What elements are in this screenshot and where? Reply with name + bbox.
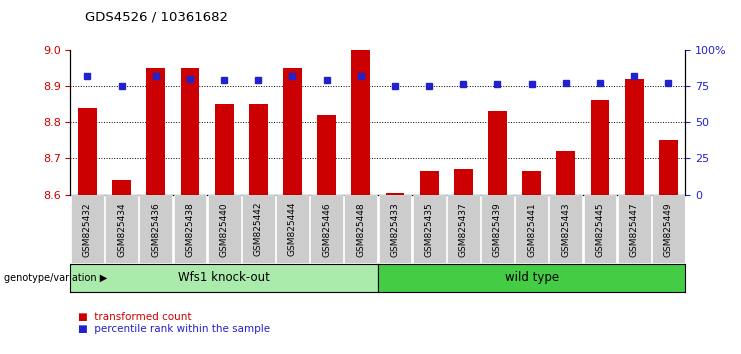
Text: GSM825443: GSM825443 [562, 202, 571, 257]
FancyBboxPatch shape [207, 195, 241, 263]
FancyBboxPatch shape [173, 195, 207, 263]
Bar [385, 193, 405, 195]
Text: GSM825437: GSM825437 [459, 202, 468, 257]
FancyBboxPatch shape [345, 195, 377, 263]
Bar [454, 169, 473, 195]
Text: GSM825449: GSM825449 [664, 202, 673, 257]
Bar [215, 104, 233, 195]
Text: ■  transformed count: ■ transformed count [78, 312, 191, 322]
FancyBboxPatch shape [515, 195, 548, 263]
Bar [249, 104, 268, 195]
Text: GSM825445: GSM825445 [596, 202, 605, 257]
FancyBboxPatch shape [413, 195, 445, 263]
Text: GSM825434: GSM825434 [117, 202, 126, 257]
Bar [625, 79, 644, 195]
FancyBboxPatch shape [549, 195, 582, 263]
FancyBboxPatch shape [618, 195, 651, 263]
Text: GSM825436: GSM825436 [151, 202, 160, 257]
Bar [522, 171, 541, 195]
FancyBboxPatch shape [379, 195, 411, 263]
Bar [147, 68, 165, 195]
FancyBboxPatch shape [447, 195, 479, 263]
Bar [419, 171, 439, 195]
Bar [112, 180, 131, 195]
Text: GSM825447: GSM825447 [630, 202, 639, 257]
Text: GDS4526 / 10361682: GDS4526 / 10361682 [85, 11, 228, 24]
Bar [351, 50, 370, 195]
FancyBboxPatch shape [139, 195, 172, 263]
Text: GSM825433: GSM825433 [391, 202, 399, 257]
Bar [317, 115, 336, 195]
Text: GSM825439: GSM825439 [493, 202, 502, 257]
Bar [283, 68, 302, 195]
Text: GSM825441: GSM825441 [527, 202, 536, 257]
Text: ■  percentile rank within the sample: ■ percentile rank within the sample [78, 324, 270, 334]
Text: wild type: wild type [505, 272, 559, 284]
Text: GSM825435: GSM825435 [425, 202, 433, 257]
FancyBboxPatch shape [105, 195, 138, 263]
Text: GSM825438: GSM825438 [185, 202, 194, 257]
FancyBboxPatch shape [276, 195, 309, 263]
Bar [556, 151, 575, 195]
Text: GSM825444: GSM825444 [288, 202, 297, 256]
FancyBboxPatch shape [584, 195, 617, 263]
Text: GSM825440: GSM825440 [219, 202, 229, 257]
FancyBboxPatch shape [71, 195, 104, 263]
FancyBboxPatch shape [242, 195, 275, 263]
FancyBboxPatch shape [481, 195, 514, 263]
Text: GSM825448: GSM825448 [356, 202, 365, 257]
Bar [181, 68, 199, 195]
Text: GSM825432: GSM825432 [83, 202, 92, 257]
Bar [659, 140, 678, 195]
FancyBboxPatch shape [310, 195, 343, 263]
Text: Wfs1 knock-out: Wfs1 knock-out [179, 272, 270, 284]
Bar [488, 111, 507, 195]
Bar [78, 108, 97, 195]
Text: GSM825442: GSM825442 [254, 202, 263, 256]
Text: genotype/variation ▶: genotype/variation ▶ [4, 273, 107, 283]
Bar [591, 101, 609, 195]
Text: GSM825446: GSM825446 [322, 202, 331, 257]
FancyBboxPatch shape [652, 195, 685, 263]
